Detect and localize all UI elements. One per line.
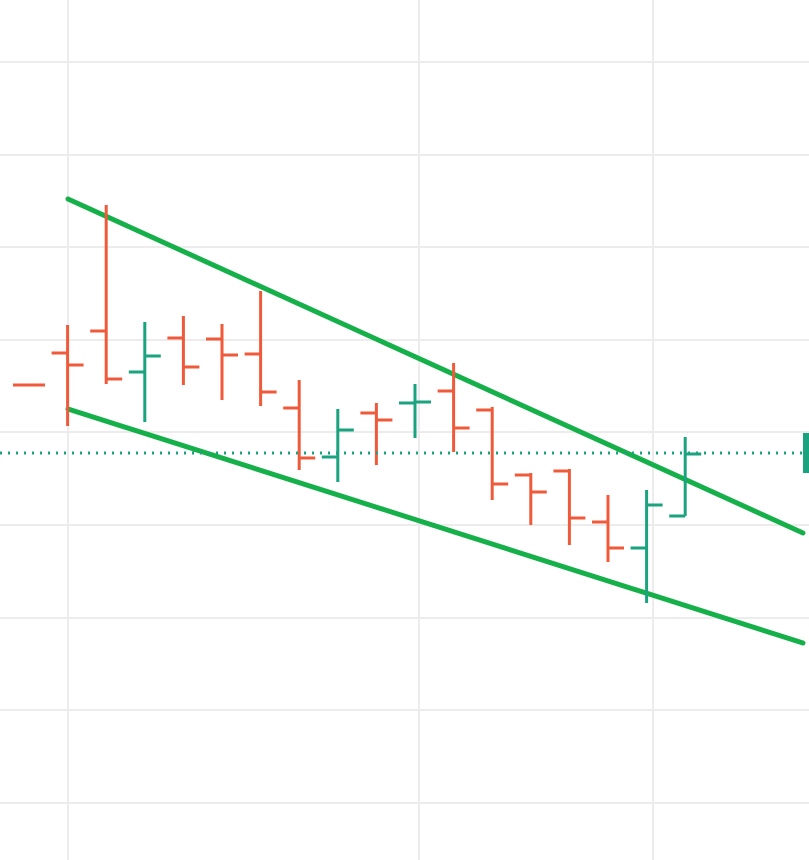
price-bars: [13, 205, 702, 603]
ohlc-bar: [669, 437, 702, 518]
ohlc-bar: [167, 316, 200, 385]
last-price-marker: [803, 433, 809, 473]
trendlines: [65, 196, 806, 646]
ohlc-bar: [128, 322, 161, 422]
ohlc-bar: [553, 469, 586, 545]
ohlc-bar: [321, 409, 354, 482]
ohlc-bar: [51, 325, 84, 426]
price-line-layer: [0, 433, 809, 473]
ohlc-bar: [476, 407, 509, 500]
ohlc-bar: [514, 473, 547, 525]
ohlc-bar: [283, 380, 316, 470]
ohlc-bar: [244, 291, 277, 406]
ohlc-bar: [90, 205, 123, 384]
trendline-lower: [65, 406, 806, 646]
ohlc-bar: [592, 495, 624, 562]
ohlc-bar: [360, 403, 393, 465]
ohlc-bar: [206, 324, 238, 400]
trendline-upper: [65, 196, 806, 536]
ohlc-bar: [630, 490, 663, 603]
ohlc-bar: [399, 384, 431, 438]
ohlc-bar: [437, 363, 470, 452]
